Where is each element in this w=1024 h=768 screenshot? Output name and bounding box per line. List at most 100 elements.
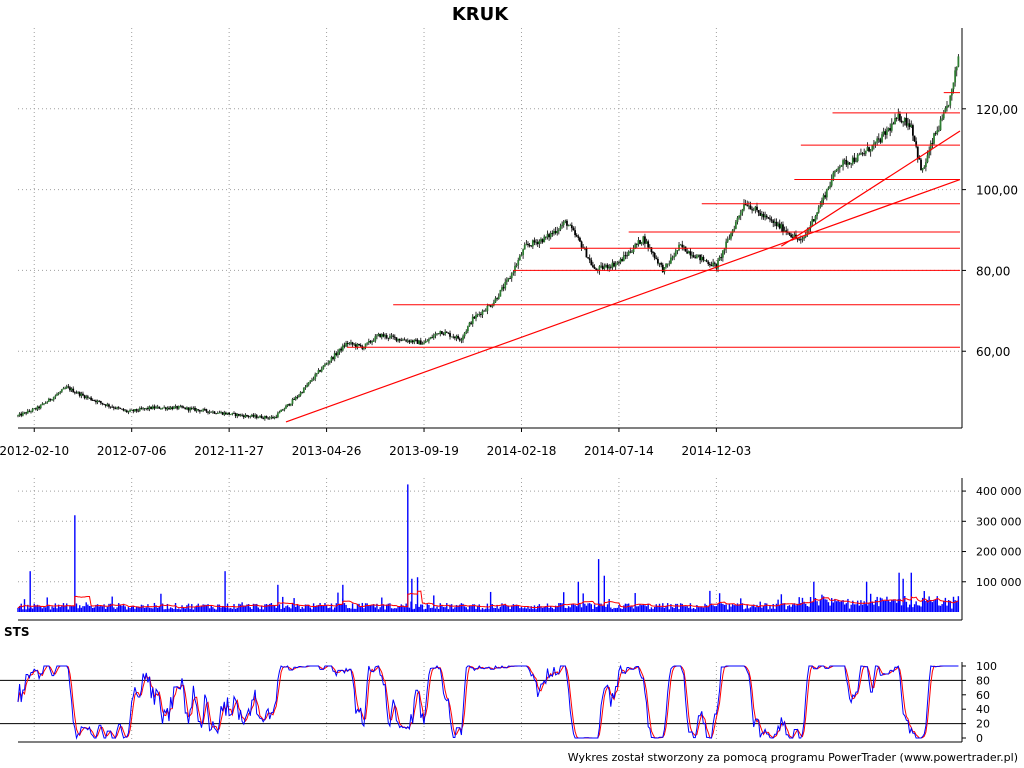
- candle-body: [457, 335, 460, 339]
- candle-body: [390, 335, 393, 337]
- candle-body: [704, 260, 706, 262]
- candle-body: [725, 241, 728, 249]
- candle-body: [899, 113, 901, 121]
- candle-body: [337, 352, 339, 356]
- candle-body: [569, 225, 572, 226]
- candle-body: [793, 234, 796, 238]
- candle-body: [658, 263, 661, 264]
- candle-body: [559, 226, 562, 230]
- candle-body: [881, 134, 883, 143]
- candle-body: [69, 387, 71, 391]
- candle-body: [858, 154, 861, 156]
- candle-body: [527, 243, 529, 245]
- candle-body: [309, 380, 312, 383]
- sts-ytick-label: 100: [976, 660, 997, 673]
- candle-body: [627, 251, 630, 256]
- candle-body: [234, 413, 237, 417]
- candle-body: [236, 413, 239, 417]
- candle-body: [522, 249, 525, 255]
- candle-body: [713, 262, 716, 264]
- price-ytick-label: 100,00: [976, 184, 1018, 198]
- price-plot-area: [18, 28, 960, 428]
- candle-body: [770, 219, 773, 221]
- candle-body: [686, 251, 689, 254]
- candle-body: [687, 251, 690, 254]
- candle-body: [257, 417, 260, 419]
- candle-body: [470, 322, 473, 324]
- candle-body: [689, 251, 692, 256]
- candle-body: [158, 406, 161, 409]
- candle-body: [28, 410, 31, 412]
- candle-body: [889, 128, 892, 131]
- candle-body: [884, 131, 887, 135]
- candle-body: [837, 168, 840, 170]
- candle-body: [501, 287, 503, 290]
- candle-body: [424, 341, 427, 343]
- candle-body: [229, 414, 232, 416]
- candle-body: [650, 247, 653, 253]
- candle-body: [328, 360, 331, 363]
- candle-body: [679, 244, 682, 246]
- candle-body: [49, 398, 52, 401]
- candle-body: [315, 373, 318, 375]
- candle-body: [18, 413, 21, 416]
- candle-body: [119, 408, 122, 409]
- candle-body: [153, 406, 156, 409]
- sts-ytick-label: 80: [976, 674, 990, 687]
- candle-body: [449, 333, 451, 337]
- candle-body: [294, 396, 297, 400]
- candle-body: [743, 203, 745, 210]
- candle-body: [663, 266, 666, 273]
- candle-body: [82, 393, 84, 396]
- candle-body: [91, 399, 94, 401]
- candle-body: [285, 405, 287, 409]
- candle-body: [804, 234, 807, 238]
- candle-body: [916, 146, 919, 158]
- candle-body: [674, 250, 677, 256]
- candle-body: [644, 236, 646, 244]
- candle-body: [445, 331, 448, 333]
- candle-body: [291, 399, 294, 404]
- candle-body: [312, 378, 315, 380]
- candle-body: [598, 266, 601, 271]
- candle-body: [44, 402, 47, 404]
- candle-body: [192, 407, 195, 409]
- candle-body: [203, 409, 206, 411]
- candle-body: [892, 123, 895, 125]
- candle-body: [369, 340, 372, 343]
- candle-body: [429, 337, 432, 340]
- candle-body: [769, 218, 771, 220]
- price-xtick-label: 2013-04-26: [292, 444, 362, 458]
- candle-body: [908, 123, 911, 127]
- candle-body: [246, 415, 248, 417]
- candle-body: [928, 150, 931, 156]
- candle-body: [762, 213, 765, 218]
- candle-body: [936, 130, 939, 134]
- candle-body: [921, 168, 924, 171]
- candle-body: [876, 138, 879, 142]
- candle-body: [587, 257, 589, 259]
- candle-body: [903, 117, 906, 122]
- candle-body: [127, 411, 130, 413]
- candle-body: [871, 144, 874, 151]
- candle-body: [327, 362, 330, 364]
- candle-body: [168, 407, 170, 410]
- candle-body: [77, 392, 79, 394]
- candle-body: [840, 165, 843, 167]
- candle-body: [827, 187, 830, 190]
- candle-body: [116, 407, 118, 409]
- candle-body: [78, 392, 81, 396]
- candle-body: [306, 384, 308, 387]
- price-xtick-label: 2014-07-14: [584, 444, 654, 458]
- candle-body: [710, 264, 713, 267]
- candle-body: [488, 305, 490, 307]
- candle-body: [942, 113, 945, 119]
- candle-body: [36, 406, 39, 410]
- candle-body: [601, 265, 604, 269]
- candle-body: [856, 154, 859, 162]
- candle-body: [538, 241, 541, 245]
- candle-body: [528, 244, 531, 246]
- candle-body: [267, 417, 270, 419]
- candle-body: [439, 331, 442, 335]
- candle-body: [572, 228, 575, 231]
